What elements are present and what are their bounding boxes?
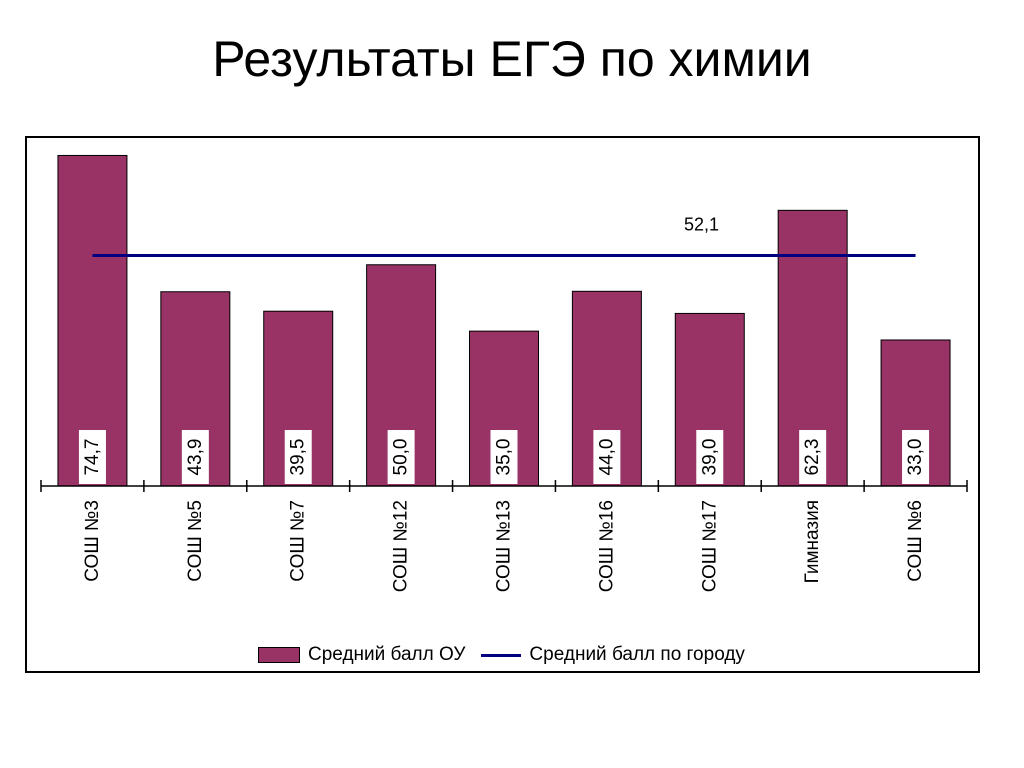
category-label: СОШ №13: [494, 500, 515, 592]
data-label-box: [902, 430, 930, 484]
category-label: СОШ №7: [288, 500, 309, 582]
legend: Средний балл ОУ Средний балл по городу: [258, 644, 745, 666]
data-label-box: [490, 430, 518, 484]
data-label-box: [387, 430, 415, 484]
data-label: 35,0: [494, 439, 515, 476]
data-label: 44,0: [596, 439, 617, 476]
data-label-box: [284, 430, 312, 484]
legend-swatch-bars: [258, 647, 300, 663]
category-label: СОШ №17: [699, 500, 720, 592]
data-label-box: [799, 430, 827, 484]
average-line-label: 52,1: [684, 214, 719, 234]
data-label: 62,3: [802, 439, 823, 476]
data-label: 50,0: [391, 439, 412, 476]
data-label: 74,7: [82, 439, 103, 476]
data-label: 43,9: [185, 439, 206, 476]
data-label-box: [696, 430, 724, 484]
category-label: СОШ №6: [905, 500, 926, 582]
data-label: 39,5: [288, 439, 309, 476]
category-label: СОШ №12: [391, 500, 412, 592]
data-label-box: [181, 430, 209, 484]
category-label: СОШ №3: [82, 500, 103, 582]
category-label: Гимназия: [802, 500, 823, 583]
legend-swatch-line: [481, 653, 522, 657]
data-label: 39,0: [699, 439, 720, 476]
data-label-box: [593, 430, 621, 484]
legend-label-bars: Средний балл ОУ: [308, 644, 466, 665]
category-label: СОШ №16: [596, 500, 617, 592]
page-title: Результаты ЕГЭ по химии: [212, 31, 812, 87]
category-label: СОШ №5: [185, 500, 206, 582]
legend-label-line: Средний балл по городу: [529, 644, 745, 665]
data-label-box: [78, 430, 106, 484]
data-label: 33,0: [905, 439, 926, 476]
